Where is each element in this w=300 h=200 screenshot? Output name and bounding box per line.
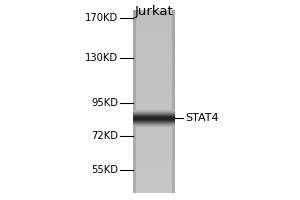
- Text: STAT4: STAT4: [185, 113, 219, 123]
- Text: Jurkat: Jurkat: [135, 5, 173, 18]
- Text: 72KD: 72KD: [91, 131, 118, 141]
- Text: 95KD: 95KD: [91, 98, 118, 108]
- Text: 130KD: 130KD: [85, 53, 118, 63]
- Text: 55KD: 55KD: [91, 165, 118, 175]
- Text: 170KD: 170KD: [85, 13, 118, 23]
